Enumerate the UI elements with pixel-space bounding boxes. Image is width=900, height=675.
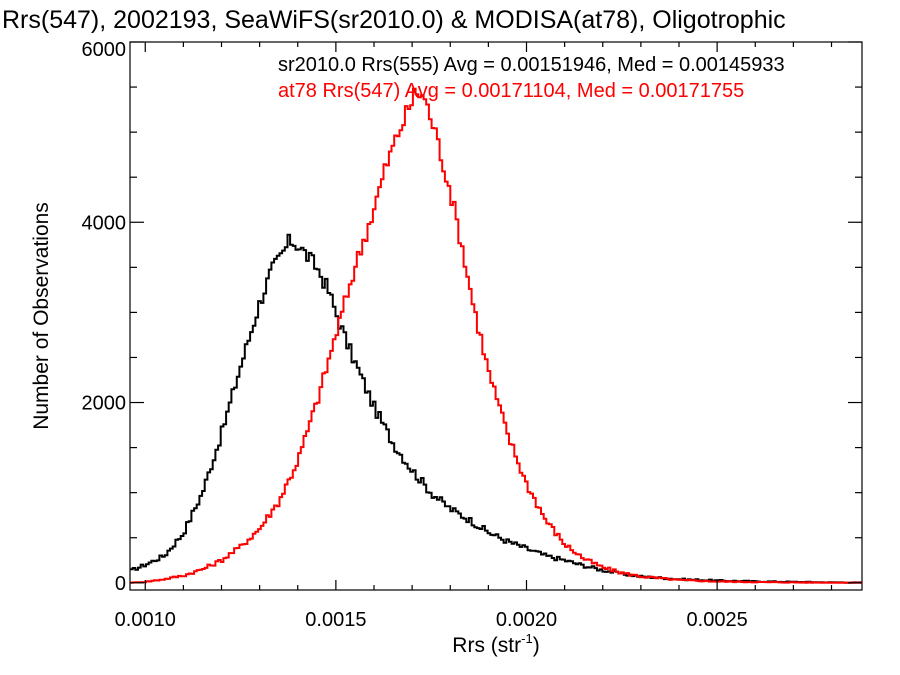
x-tick-label: 0.0010 <box>115 609 176 631</box>
chart-title: Rrs(547), 2002193, SeaWiFS(sr2010.0) & M… <box>2 6 786 34</box>
x-axis-label-main: Rrs (str <box>452 634 521 657</box>
plot-frame <box>129 41 863 591</box>
x-tick-label: 0.0025 <box>687 609 748 631</box>
y-tick-label: 2000 <box>82 393 127 415</box>
series-layer <box>130 87 863 584</box>
y-tick-label: 6000 <box>82 39 127 61</box>
legend-entry-at78: at78 Rrs(547) Avg = 0.00171104, Med = 0.… <box>278 80 744 102</box>
y-axis-label: Number of Observations <box>30 202 53 430</box>
plot-area <box>129 41 863 591</box>
y-tick-label: 4000 <box>82 212 127 234</box>
legend: sr2010.0 Rrs(555) Avg = 0.00151946, Med … <box>278 54 785 102</box>
y-tick-label: 0 <box>115 573 126 595</box>
x-axis-label-sup: -1 <box>521 631 533 646</box>
x-tick-label: 0.0020 <box>496 609 557 631</box>
series-line-1 <box>130 87 863 584</box>
legend-entry-sr2010: sr2010.0 Rrs(555) Avg = 0.00151946, Med … <box>278 54 785 76</box>
x-tick-label: 0.0015 <box>305 609 366 631</box>
axis-ticks: 0.0010 0.0015 0.0020 0.0025 0 2000 4000 6000 <box>82 39 862 631</box>
x-axis-label-end: ) <box>533 634 540 657</box>
series-line-0 <box>130 233 863 584</box>
x-axis-label: Rrs (str-1) <box>452 631 539 657</box>
